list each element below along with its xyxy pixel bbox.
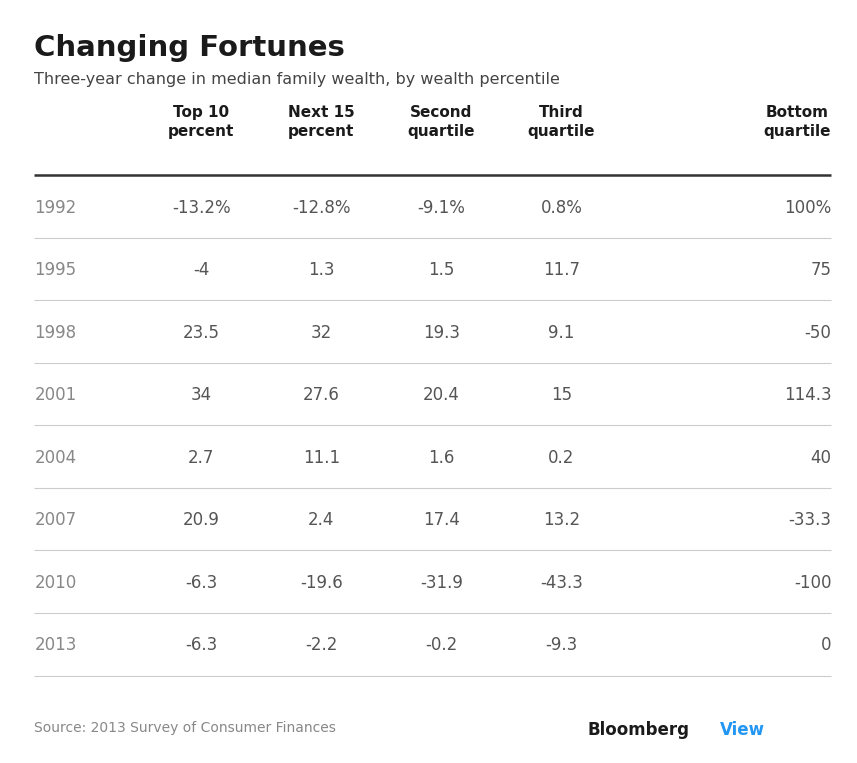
Text: 2.4: 2.4 [309,511,334,530]
Text: -0.2: -0.2 [425,636,458,655]
Text: 2001: 2001 [34,386,76,404]
Text: 2010: 2010 [34,574,76,592]
Text: -4: -4 [193,261,210,279]
Text: Three-year change in median family wealth, by wealth percentile: Three-year change in median family wealt… [34,72,560,88]
Text: 34: 34 [191,386,212,404]
Text: 2.7: 2.7 [189,449,214,467]
Text: Changing Fortunes: Changing Fortunes [34,34,345,63]
Text: 75: 75 [810,261,831,279]
Text: 0.8%: 0.8% [541,198,582,217]
Text: 100%: 100% [784,198,831,217]
Text: 1998: 1998 [34,324,76,342]
Text: 2013: 2013 [34,636,76,655]
Text: 1.6: 1.6 [428,449,454,467]
Text: 0: 0 [821,636,831,655]
Text: 15: 15 [551,386,572,404]
Text: Second
quartile: Second quartile [408,105,475,140]
Text: 19.3: 19.3 [423,324,460,342]
Text: Third
quartile: Third quartile [528,105,595,140]
Text: -6.3: -6.3 [185,636,218,655]
Text: 2004: 2004 [34,449,76,467]
Text: -9.3: -9.3 [545,636,578,655]
Text: 40: 40 [810,449,831,467]
Text: 1992: 1992 [34,198,76,217]
Text: -33.3: -33.3 [788,511,831,530]
Text: 0.2: 0.2 [548,449,574,467]
Text: -50: -50 [805,324,831,342]
Text: 11.7: 11.7 [542,261,580,279]
Text: -9.1%: -9.1% [417,198,465,217]
Text: View: View [720,721,765,739]
Text: Bloomberg: Bloomberg [587,721,689,739]
Text: -2.2: -2.2 [305,636,338,655]
Text: 20.4: 20.4 [423,386,460,404]
Text: 11.1: 11.1 [303,449,340,467]
Text: -19.6: -19.6 [300,574,343,592]
Text: Source: 2013 Survey of Consumer Finances: Source: 2013 Survey of Consumer Finances [34,721,336,735]
Text: Bottom
quartile: Bottom quartile [764,105,831,140]
Text: 32: 32 [311,324,332,342]
Text: -12.8%: -12.8% [292,198,351,217]
Text: 1.5: 1.5 [428,261,454,279]
Text: 1.3: 1.3 [309,261,334,279]
Text: 1995: 1995 [34,261,76,279]
Text: Top 10
percent: Top 10 percent [168,105,235,140]
Text: 13.2: 13.2 [542,511,580,530]
Text: 17.4: 17.4 [423,511,460,530]
Text: 23.5: 23.5 [183,324,220,342]
Text: -31.9: -31.9 [420,574,463,592]
Text: -13.2%: -13.2% [172,198,231,217]
Text: -100: -100 [794,574,831,592]
Text: -43.3: -43.3 [540,574,583,592]
Text: -6.3: -6.3 [185,574,218,592]
Text: 114.3: 114.3 [783,386,831,404]
Text: 2007: 2007 [34,511,76,530]
Text: 20.9: 20.9 [183,511,220,530]
Text: Next 15
percent: Next 15 percent [288,105,355,140]
Text: 9.1: 9.1 [548,324,574,342]
Text: 27.6: 27.6 [303,386,340,404]
